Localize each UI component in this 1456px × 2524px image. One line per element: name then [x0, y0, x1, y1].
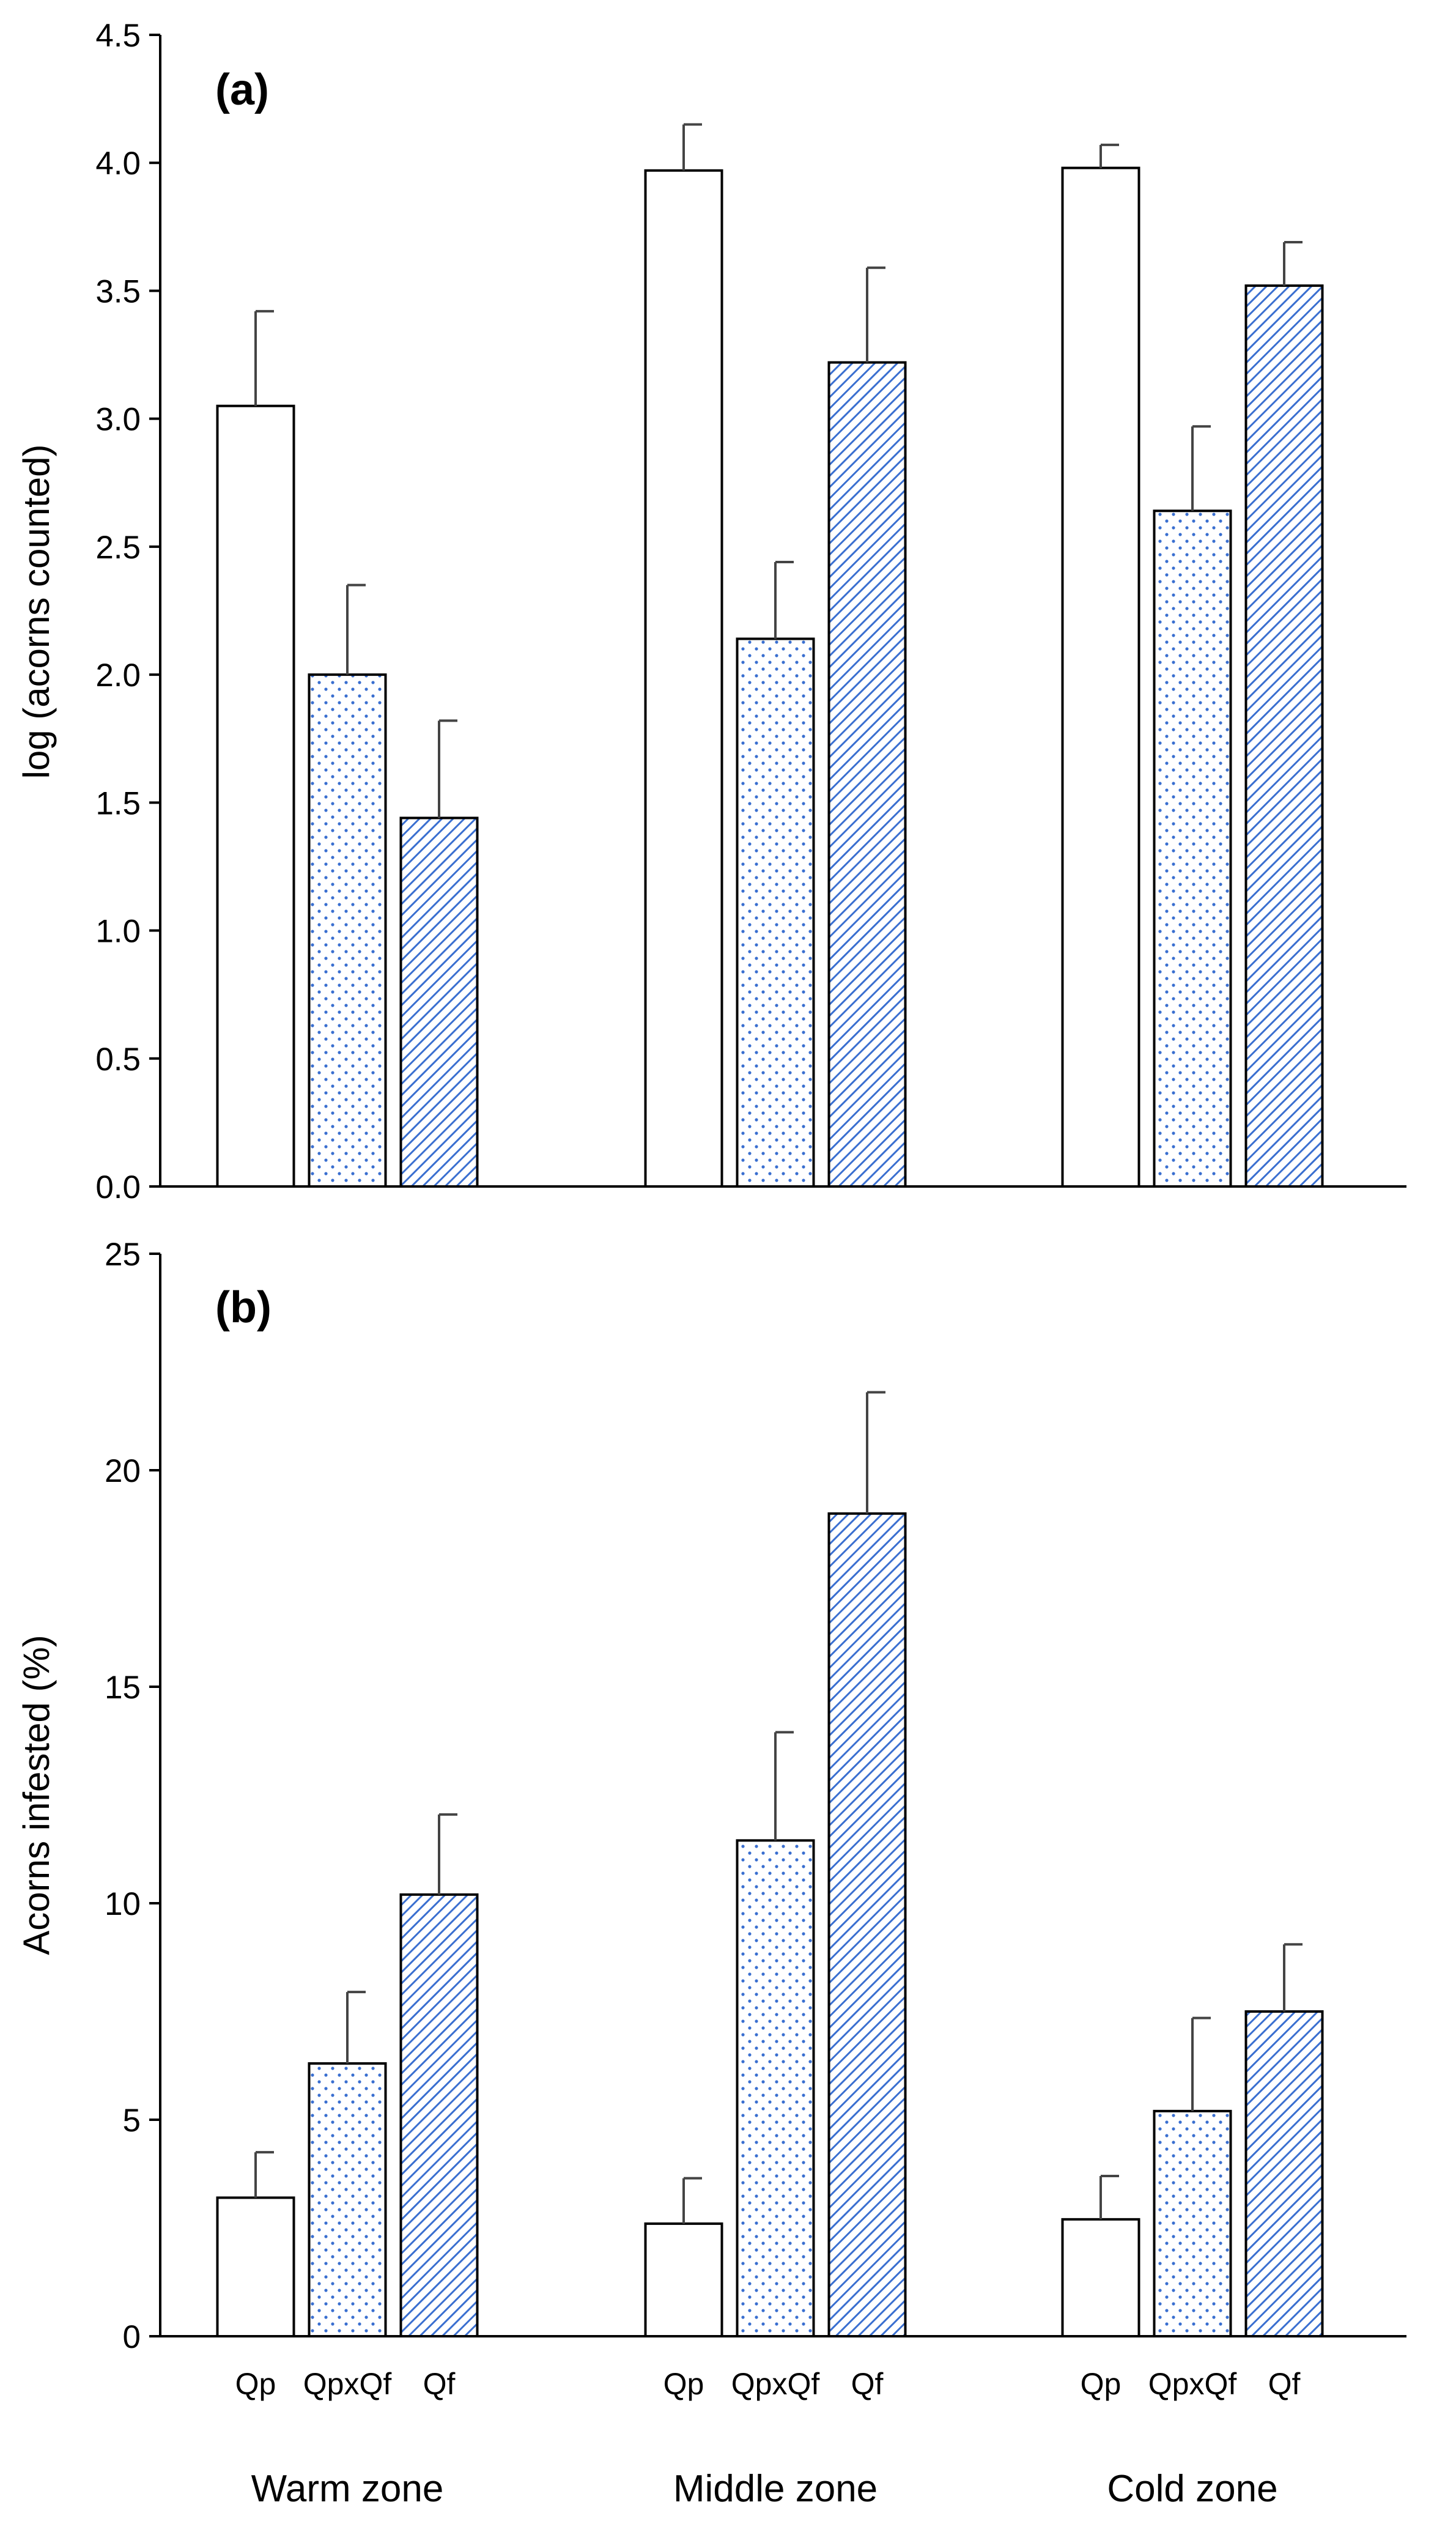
- bar-b-qpxqf-1: [308, 2062, 387, 2337]
- panel-a-y-tick-label: 3.0: [95, 402, 141, 438]
- panel-a-y-tick-label: 0.0: [95, 1169, 141, 1205]
- bar-label-qp: Qp: [663, 2367, 704, 2401]
- bar-label-qf: Qf: [1268, 2367, 1301, 2401]
- panel-a-y-tick-label: 1.5: [95, 785, 141, 821]
- bar-a-qp-1: [216, 404, 295, 1188]
- panel-a-y-tick-label: 0.5: [95, 1042, 141, 1078]
- zone-labels: Warm zone Middle zone Cold zone: [251, 2468, 1278, 2510]
- panel-a-y-tick-label: 2.5: [95, 530, 141, 566]
- panel-a-y-tick-label: 2.0: [95, 657, 141, 694]
- bar-category-labels: Qp QpxQf Qf Qp QpxQf Qf Qp QpxQf Qf: [235, 2367, 1301, 2401]
- panel-a-error-bars: [254, 123, 1303, 818]
- bar-a-qf-3: [1244, 284, 1324, 1188]
- panel-b-error-bars: [254, 1391, 1303, 2224]
- bar-a-qp-3: [1061, 166, 1140, 1188]
- panel-a-axes: [159, 35, 1406, 1188]
- panel-a-y-ticks: 0.0 0.5 1.0 1.5 2.0 2.5 3.0 3.5 4.0 4.5: [95, 18, 160, 1205]
- panel-b-label: (b): [215, 1283, 272, 1332]
- panel-a-label: (a): [215, 65, 269, 114]
- panel-a-chart: 0.0 0.5 1.0 1.5 2.0 2.5 3.0 3.5 4.0 4.5 (a) log (…: [16, 18, 1406, 1205]
- panel-a-y-tick-label: 4.5: [95, 18, 141, 54]
- bar-label-qpxqf: QpxQf: [303, 2367, 392, 2401]
- panel-a-y-tick-label: 3.5: [95, 273, 141, 309]
- zone-label-cold-zone: Cold zone: [1107, 2468, 1277, 2510]
- bar-label-qf: Qf: [423, 2367, 456, 2401]
- bar-a-qf-1: [399, 816, 479, 1188]
- panel-b-chart: 0 5 10 15 20 25 (b) Acorns infested (%): [16, 1237, 1406, 2355]
- panel-b-y-ticks: 0 5 10 15 20 25: [105, 1237, 160, 2355]
- bar-b-qpxqf-2: [736, 1839, 815, 2338]
- panel-b-y-tick-label: 25: [105, 1237, 141, 1273]
- panel-a-y-tick-label: 1.0: [95, 914, 141, 950]
- bar-b-qf-2: [827, 1512, 907, 2337]
- bar-b-qp-3: [1061, 2218, 1140, 2338]
- bar-b-qp-2: [644, 2222, 723, 2337]
- bar-b-qf-3: [1244, 2010, 1324, 2337]
- panel-a-y-axis-title: log (acorns counted): [16, 445, 57, 779]
- bar-a-qpxqf-1: [308, 673, 387, 1188]
- bar-b-qp-1: [216, 2196, 295, 2337]
- zone-label-warm-zone: Warm zone: [251, 2468, 444, 2510]
- bar-b-qf-1: [399, 1893, 479, 2338]
- panel-b-y-tick-label: 10: [105, 1886, 141, 1922]
- panel-b-y-tick-label: 5: [123, 2103, 141, 2139]
- bar-a-qpxqf-3: [1153, 509, 1232, 1188]
- bar-label-qpxqf: QpxQf: [1148, 2367, 1237, 2401]
- bar-label-qf: Qf: [851, 2367, 884, 2401]
- bar-label-qp: Qp: [235, 2367, 276, 2401]
- panel-b-bars: [216, 1512, 1324, 2338]
- bar-a-qf-2: [827, 361, 907, 1188]
- panel-a-y-tick-label: 4.0: [95, 146, 141, 182]
- bar-a-qpxqf-2: [736, 637, 815, 1188]
- panel-b-y-tick-label: 20: [105, 1453, 141, 1489]
- zone-label-middle-zone: Middle zone: [673, 2468, 878, 2510]
- bar-label-qp: Qp: [1081, 2367, 1122, 2401]
- bar-label-qpxqf: QpxQf: [731, 2367, 820, 2401]
- panel-b-y-tick-label: 15: [105, 1670, 141, 1706]
- bar-a-qp-2: [644, 169, 723, 1188]
- panel-a-bars: [216, 166, 1324, 1188]
- bar-b-qpxqf-3: [1153, 2109, 1232, 2338]
- panel-b-y-axis-title: Acorns infested (%): [16, 1635, 57, 1955]
- panel-b-y-tick-label: 0: [123, 2319, 141, 2355]
- panel-b-axes: [159, 1254, 1406, 2337]
